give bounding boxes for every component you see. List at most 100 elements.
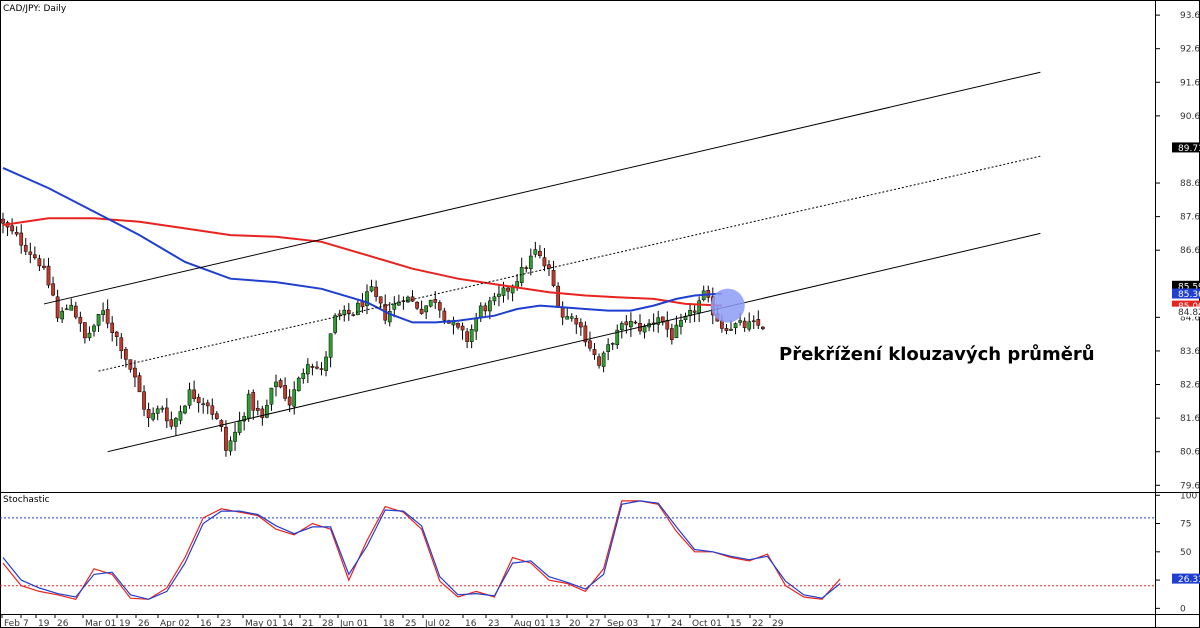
candle-body bbox=[87, 332, 92, 339]
candle-body bbox=[251, 392, 256, 411]
time-tick-label: 15 bbox=[730, 619, 741, 628]
stochastic-title: Stochastic bbox=[3, 495, 50, 505]
candle-body bbox=[756, 319, 761, 326]
candle-body bbox=[274, 381, 278, 388]
candle-body bbox=[10, 225, 14, 232]
stoch-label-text: 26.31 bbox=[1178, 575, 1200, 585]
candle-body bbox=[351, 314, 356, 316]
annotation-ma-crossover: Překřížení klouzavých průměrů bbox=[779, 343, 1095, 365]
time-tick-label: Mar 01 bbox=[85, 619, 116, 628]
candle-body bbox=[624, 321, 629, 326]
candle-body bbox=[101, 310, 105, 315]
candle-body bbox=[246, 393, 251, 419]
candle-body bbox=[242, 415, 247, 422]
candle-body bbox=[196, 396, 201, 403]
candle-body bbox=[28, 251, 33, 255]
time-tick-label: 24 bbox=[671, 619, 683, 628]
candle-body bbox=[656, 317, 661, 325]
candle-body bbox=[474, 318, 479, 332]
candle-body bbox=[356, 302, 360, 316]
candle-body bbox=[51, 283, 55, 296]
price-label-box bbox=[1172, 300, 1200, 311]
candle-body bbox=[556, 285, 560, 308]
candle-body bbox=[137, 375, 142, 393]
candle-body bbox=[751, 320, 756, 323]
candle-body bbox=[419, 308, 424, 314]
candle-body bbox=[296, 377, 301, 392]
price-tick-label: 87.65 bbox=[1180, 213, 1200, 223]
candle-body bbox=[287, 396, 292, 406]
candle-body bbox=[92, 325, 96, 332]
channel-upper-line bbox=[43, 71, 1041, 305]
candle-body bbox=[724, 328, 729, 331]
price-label-box bbox=[1172, 142, 1200, 153]
time-tick-label: 13 bbox=[549, 619, 560, 628]
candle-body bbox=[433, 299, 438, 303]
candle-body bbox=[574, 317, 579, 325]
candle-body bbox=[337, 313, 342, 316]
candle-body bbox=[278, 380, 283, 388]
time-tick-label: Aug 01 bbox=[514, 619, 546, 628]
price-tick-label: 82.65 bbox=[1180, 381, 1200, 391]
candle-body bbox=[224, 426, 228, 451]
candle-body bbox=[237, 420, 242, 433]
candle-body bbox=[324, 356, 328, 371]
candle-body bbox=[592, 349, 597, 356]
stochastic-panel bbox=[0, 500, 1155, 600]
candle-body bbox=[761, 326, 765, 330]
time-tick-label: May 01 bbox=[245, 619, 278, 628]
candle-body bbox=[469, 328, 474, 342]
candle-body bbox=[501, 287, 506, 296]
candle-body bbox=[151, 412, 156, 420]
candle-body bbox=[192, 389, 196, 400]
candle-body bbox=[456, 322, 460, 328]
candle-body bbox=[73, 305, 78, 318]
candle-body bbox=[23, 245, 28, 252]
candle-body bbox=[19, 232, 24, 246]
candle-body bbox=[265, 404, 269, 418]
candle-body bbox=[306, 364, 310, 375]
time-tick-label: 22 bbox=[752, 619, 763, 628]
candle-body bbox=[451, 321, 456, 326]
channel-lower-line bbox=[107, 232, 1041, 453]
price-tick-label: 84.65 bbox=[1180, 313, 1200, 323]
candle-body bbox=[538, 250, 542, 257]
chart-title: CAD/JPY: Daily bbox=[3, 4, 67, 14]
time-tick-label: 16 bbox=[200, 619, 212, 628]
candle-body bbox=[524, 267, 529, 269]
candle-body bbox=[465, 331, 469, 342]
candle-body bbox=[738, 320, 742, 323]
candle-body bbox=[415, 301, 419, 309]
time-tick-label: Jul 02 bbox=[424, 619, 450, 628]
stoch-tick-label: 0 bbox=[1180, 604, 1186, 614]
price-tick-label: 92.65 bbox=[1180, 45, 1200, 55]
candle-body bbox=[219, 420, 224, 427]
candle-body bbox=[560, 306, 565, 318]
time-tick-label: 16 bbox=[465, 619, 477, 628]
candle-body bbox=[255, 407, 260, 411]
candle-body bbox=[733, 323, 738, 329]
candle-body bbox=[42, 265, 46, 268]
candle-body bbox=[315, 366, 319, 369]
candle-body bbox=[342, 309, 347, 315]
price-tick-label: 91.65 bbox=[1180, 78, 1200, 88]
candle-body bbox=[160, 407, 165, 410]
time-tick-label: 19 bbox=[119, 619, 131, 628]
candle-body bbox=[588, 340, 592, 349]
candle-body bbox=[478, 305, 483, 318]
price-tick-label: 88.65 bbox=[1180, 179, 1200, 189]
candle-body bbox=[78, 316, 83, 324]
candle-body bbox=[269, 387, 274, 405]
price-tick-label: 93.65 bbox=[1180, 11, 1200, 21]
candle-body bbox=[542, 257, 547, 267]
stoch-d-line bbox=[2, 500, 841, 600]
time-tick-label: 23 bbox=[488, 619, 499, 628]
candle-body bbox=[164, 407, 169, 422]
candle-body bbox=[424, 305, 428, 313]
crossover-highlight-circle bbox=[710, 288, 745, 323]
time-tick-label: Sep 03 bbox=[607, 619, 638, 628]
price-tick-label: 83.65 bbox=[1180, 347, 1200, 357]
candle-body bbox=[328, 333, 333, 358]
